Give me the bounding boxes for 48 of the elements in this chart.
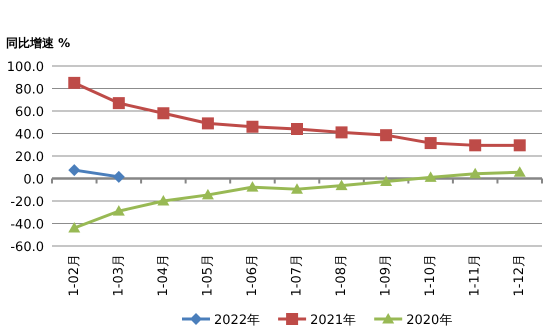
- point: [380, 176, 392, 186]
- x-tick-label: 1-08月: [334, 254, 350, 297]
- y-tick-label: -40.0: [10, 218, 44, 232]
- point: [157, 195, 170, 206]
- y-tick-label: -60.0: [10, 240, 44, 255]
- point: [469, 139, 482, 152]
- point: [202, 117, 214, 130]
- y-tick-label: 20.0: [15, 150, 44, 165]
- y-tick-label: 0.0: [23, 172, 44, 188]
- legend-label: 2021年: [310, 313, 356, 328]
- point: [112, 205, 125, 216]
- y-axis-title: 同比增速 %: [6, 36, 70, 50]
- point: [112, 170, 125, 183]
- x-tick-label: 1-06月: [244, 254, 260, 297]
- x-tick-label: 1-07月: [290, 254, 304, 297]
- y-tick-label: 40.0: [15, 128, 44, 142]
- point: [336, 126, 348, 138]
- x-tick-label: 1-03月: [111, 254, 126, 297]
- x-tick-label: 1-02月: [66, 254, 82, 297]
- point: [514, 139, 526, 152]
- point: [157, 107, 170, 120]
- point: [469, 168, 482, 178]
- x-tick-label: 1-09月: [378, 254, 394, 297]
- point: [112, 97, 125, 110]
- point: [291, 123, 303, 135]
- point: [514, 166, 526, 177]
- point: [202, 188, 214, 200]
- point: [336, 180, 348, 190]
- point: [246, 120, 258, 133]
- x-tick-label: 1-10月: [423, 254, 438, 297]
- point: [424, 137, 437, 150]
- point: [68, 76, 80, 89]
- point: [291, 183, 303, 194]
- point: [380, 129, 392, 142]
- x-tick-label: 1-04月: [156, 254, 171, 297]
- y-tick-label: 100.0: [6, 60, 44, 75]
- point: [246, 181, 258, 192]
- point: [424, 171, 437, 182]
- y-tick-label: 60.0: [15, 105, 44, 120]
- point: [68, 222, 80, 232]
- legend-label: 2022年: [214, 313, 260, 328]
- y-tick-label: -20.0: [10, 195, 44, 210]
- point: [68, 164, 80, 176]
- x-tick-label: 1-11月: [468, 254, 483, 297]
- legend-label: 2020年: [406, 313, 452, 328]
- x-tick-label: 1-12月: [512, 254, 528, 297]
- y-tick-label: 80.0: [15, 82, 44, 98]
- x-tick-label: 1-05月: [200, 254, 216, 297]
